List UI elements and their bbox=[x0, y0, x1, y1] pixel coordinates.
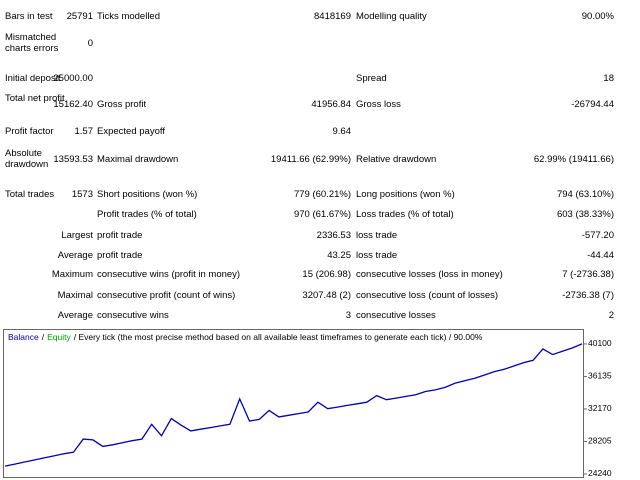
field-label: Ticks modelled bbox=[97, 10, 161, 22]
field-label: Gross profit bbox=[97, 98, 147, 110]
field-label: Total trades bbox=[5, 188, 55, 200]
field-label: Total net profit bbox=[5, 93, 65, 104]
field-value: 19411.66 (62.99%) bbox=[270, 153, 351, 165]
field-value: 603 (38.33%) bbox=[556, 208, 614, 220]
field-label: Relative drawdown bbox=[356, 153, 437, 165]
field-value: Average bbox=[57, 309, 93, 321]
field-value: 25000.00 bbox=[53, 72, 93, 84]
field-value: 43.25 bbox=[327, 249, 351, 261]
field-label: Spread bbox=[356, 72, 387, 84]
field-label: consecutive loss (count of losses) bbox=[356, 289, 499, 301]
y-tick-label: 32170 bbox=[588, 403, 612, 413]
field-label: profit trade bbox=[97, 249, 143, 261]
field-value: 9.64 bbox=[332, 125, 352, 137]
field-value: -2736.38 (7) bbox=[562, 289, 614, 301]
field-value: Maximum bbox=[51, 268, 93, 280]
field-label: Profit factor bbox=[5, 125, 54, 137]
field-label: Mismatched charts errors bbox=[5, 32, 59, 54]
field-label: profit trade bbox=[97, 229, 143, 241]
field-value: 25791 bbox=[66, 10, 93, 22]
field-value: 90.00% bbox=[581, 10, 614, 22]
y-tick-label: 36135 bbox=[588, 371, 612, 381]
legend: Balance / Equity / Every tick (the most pre… bbox=[8, 332, 483, 342]
legend-entry: Balance bbox=[8, 332, 39, 342]
legend-text: Equity bbox=[47, 332, 71, 342]
field-label: Initial deposit bbox=[5, 72, 61, 84]
field-label: consecutive losses bbox=[356, 309, 436, 321]
field-value: 62.99% (19411.66) bbox=[533, 153, 614, 165]
field-value: 3207.48 (2) bbox=[302, 289, 351, 301]
plot-frame bbox=[3, 329, 584, 478]
field-label: Absolute drawdown bbox=[5, 148, 49, 170]
field-value: -577.20 bbox=[581, 229, 614, 241]
field-value: 18 bbox=[603, 72, 614, 84]
field-label: consecutive wins bbox=[97, 309, 169, 321]
field-value: 41956.84 bbox=[311, 98, 351, 110]
field-value: 3 bbox=[345, 309, 351, 321]
field-label: Gross loss bbox=[356, 98, 401, 110]
field-value: Average bbox=[57, 249, 93, 261]
legend-text: / bbox=[42, 332, 45, 342]
field-label: consecutive losses (loss in money) bbox=[356, 268, 503, 280]
field-value: 0 bbox=[87, 37, 93, 49]
field-value: -26794.44 bbox=[571, 98, 614, 110]
field-label: Expected payoff bbox=[97, 125, 165, 137]
field-label: consecutive profit (count of wins) bbox=[97, 289, 236, 301]
field-value: Maximal bbox=[57, 289, 93, 301]
field-value: 7 (-2736.38) bbox=[562, 268, 614, 280]
y-tick-label: 24240 bbox=[588, 468, 612, 478]
field-value: 794 (63.10%) bbox=[556, 188, 614, 200]
field-value: 15 (206.98) bbox=[302, 268, 351, 280]
field-value: 1.57 bbox=[74, 125, 94, 137]
field-value: 970 (61.67%) bbox=[293, 208, 351, 220]
field-label: loss trade bbox=[356, 229, 398, 241]
field-value: -44.44 bbox=[587, 249, 614, 261]
field-label: Bars in test bbox=[5, 10, 53, 22]
field-label: loss trade bbox=[356, 249, 398, 261]
field-label: Modelling quality bbox=[356, 10, 427, 22]
field-value: 8418169 bbox=[314, 10, 351, 22]
field-value: 779 (60.21%) bbox=[293, 188, 351, 200]
balance-line bbox=[4, 343, 583, 467]
field-value: 13593.53 bbox=[53, 153, 93, 165]
field-value: Largest bbox=[61, 229, 93, 241]
field-label: Loss trades (% of total) bbox=[356, 208, 454, 220]
field-label: Short positions (won %) bbox=[97, 188, 198, 200]
field-label: Maximal drawdown bbox=[97, 153, 179, 165]
field-label: consecutive wins (profit in money) bbox=[97, 268, 241, 280]
legend-text: / Every tick (the most precise method ba… bbox=[74, 332, 483, 342]
field-label: Long positions (won %) bbox=[356, 188, 455, 200]
y-tick-label: 40100 bbox=[588, 338, 612, 348]
y-tick-label: 28205 bbox=[588, 436, 612, 446]
field-value: 2 bbox=[608, 309, 614, 321]
field-value: 1573 bbox=[71, 188, 93, 200]
field-label: Profit trades (% of total) bbox=[97, 208, 197, 220]
field-value: 2336.53 bbox=[316, 229, 351, 241]
field-value: 15162.40 bbox=[53, 98, 93, 110]
